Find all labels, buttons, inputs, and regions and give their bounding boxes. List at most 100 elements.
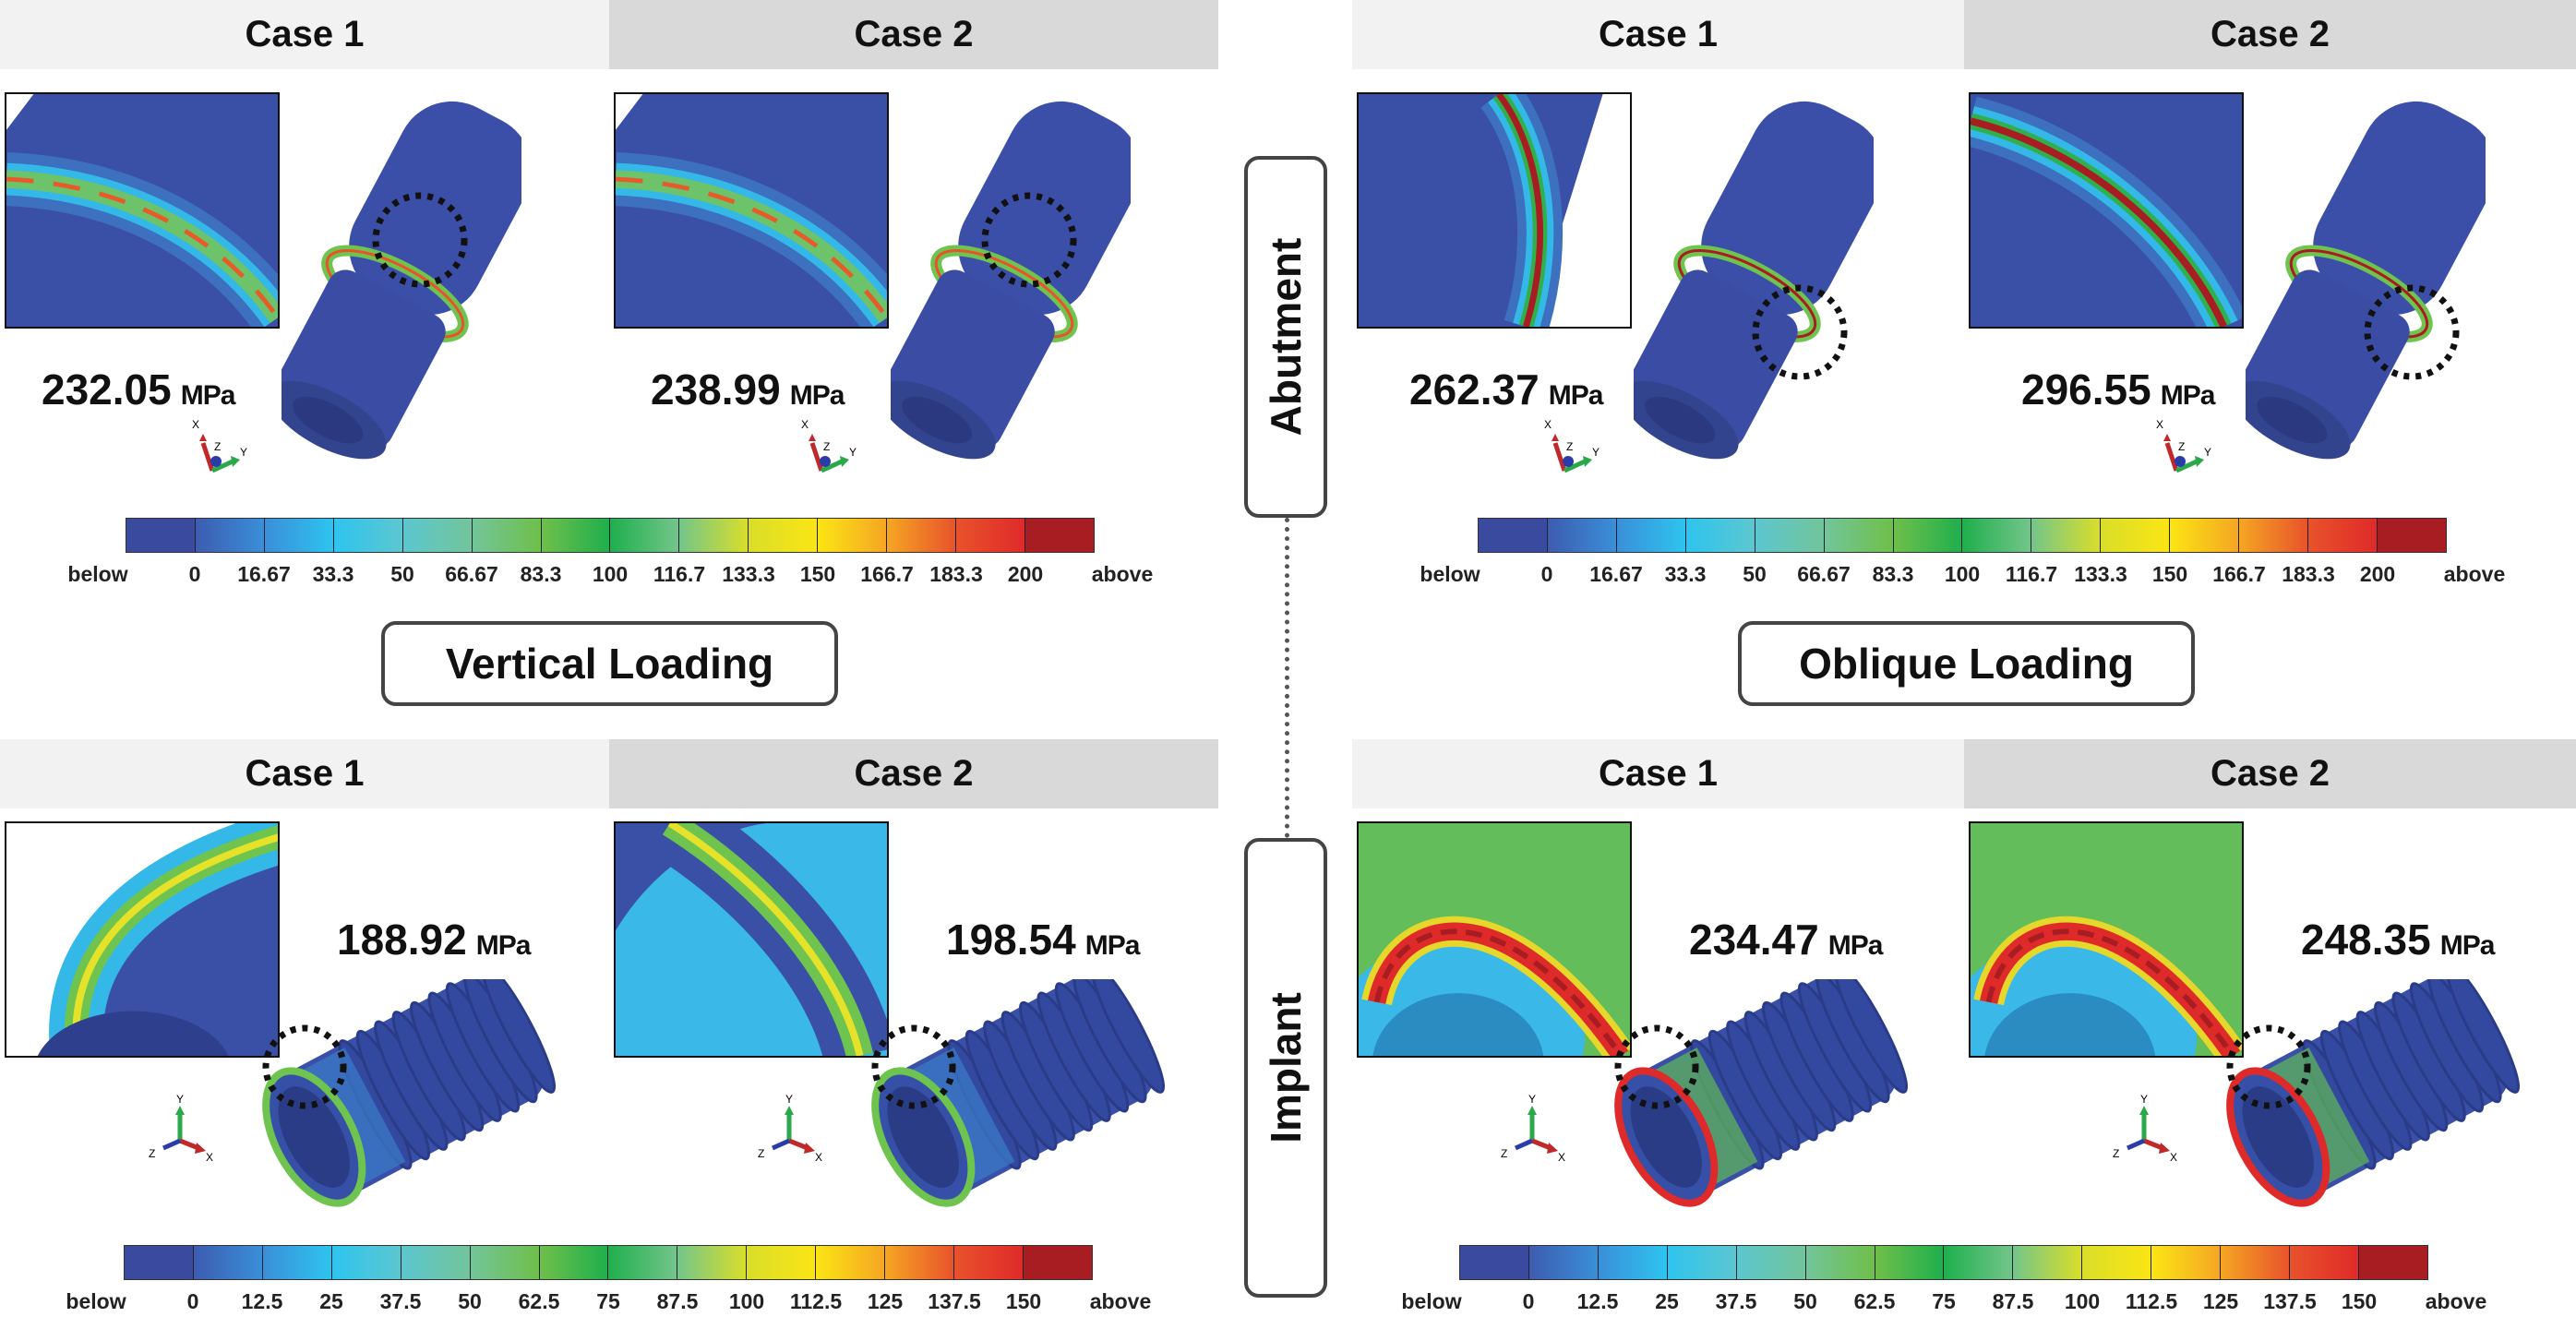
colorbar-tick-label: 12.5 xyxy=(241,1289,283,1313)
zoomed-inset-image xyxy=(614,92,889,329)
colorbar-cell xyxy=(1755,519,1825,552)
zoomed-inset-image xyxy=(1357,821,1632,1058)
axis-label: X xyxy=(2156,418,2163,431)
stress-unit: MPa xyxy=(1548,380,1604,411)
colorbar-tick-label: 133.3 xyxy=(722,562,775,586)
colorbar-cell xyxy=(193,1246,263,1279)
colorbar-tick-label: 50 xyxy=(1743,562,1767,586)
implant-model xyxy=(1592,963,1924,1233)
colorbar-tick-label: 0 xyxy=(1540,562,1553,586)
zoomed-inset-image xyxy=(1969,92,2244,329)
colorbar-tick-label: 112.5 xyxy=(2125,1289,2178,1313)
colorbar-tick-label: 100 xyxy=(2064,1289,2101,1313)
colorbar-tick-label: 12.5 xyxy=(1576,1289,1619,1313)
colorbar-tick-label: 200 xyxy=(1007,562,1044,586)
implant-model xyxy=(240,963,572,1233)
svg-text:Z: Z xyxy=(758,1147,764,1160)
colorbar-tick-label: 183.3 xyxy=(2282,562,2335,586)
stress-unit: MPa xyxy=(1827,930,1884,961)
colorbar-tick-label: 100 xyxy=(592,562,629,586)
colorbar-cell xyxy=(2031,519,2102,552)
colorbar-tick-label: 87.5 xyxy=(1992,1289,2034,1313)
colorbar-cell xyxy=(331,1246,401,1279)
svg-text:Z: Z xyxy=(214,440,221,453)
colorbar-tick-label: 37.5 xyxy=(379,1289,422,1313)
colorbar-tick-label: 0 xyxy=(188,562,201,586)
coordinate-axes-icon: Y Z X xyxy=(2107,1093,2181,1164)
max-stress-value: 232.05 MPa xyxy=(42,365,236,414)
stress-number: 232.05 xyxy=(42,365,172,413)
oblique-loading-label: Oblique Loading xyxy=(1738,621,2195,706)
max-stress-value: 238.99 MPa xyxy=(651,365,845,414)
svg-text:X: X xyxy=(2170,1151,2177,1164)
colorbar-cell xyxy=(1805,1246,1875,1279)
svg-text:Y: Y xyxy=(2140,1095,2148,1106)
zoomed-inset-image xyxy=(5,92,280,329)
svg-text:Y: Y xyxy=(785,1095,793,1106)
colorbar-cell xyxy=(2151,1246,2222,1279)
colorbar-cell xyxy=(1685,519,1755,552)
colorbar-tick-label: 100 xyxy=(728,1289,765,1313)
colorbar-cell xyxy=(472,519,542,552)
svg-text:Z: Z xyxy=(823,440,830,453)
colorbar xyxy=(126,518,1095,553)
max-stress-value: 188.92 MPa xyxy=(337,915,532,964)
colorbar-cell xyxy=(816,1246,886,1279)
colorbar-tick-label: 83.3 xyxy=(520,562,562,586)
colorbar-cell xyxy=(749,519,819,552)
colorbar-cell xyxy=(1667,1246,1737,1279)
colorbar-cell xyxy=(125,1246,194,1279)
colorbar-tick-label: 25 xyxy=(319,1289,343,1313)
implant-label: Implant xyxy=(1262,992,1310,1143)
colorbar-cell xyxy=(608,1246,678,1279)
colorbar-cell xyxy=(1460,1246,1529,1279)
stress-number: 238.99 xyxy=(651,365,781,413)
colorbar-tick-label: 137.5 xyxy=(928,1289,981,1313)
stress-unit: MPa xyxy=(2439,930,2496,961)
axis-label: X xyxy=(192,418,199,431)
colorbar-tick-label: 50 xyxy=(1793,1289,1817,1313)
stress-unit: MPa xyxy=(2160,380,2216,411)
colorbar-cell xyxy=(818,519,888,552)
colorbar-tick-label: 33.3 xyxy=(312,562,354,586)
stress-unit: MPa xyxy=(475,930,532,961)
colorbar-cell xyxy=(2358,1246,2427,1279)
colorbar-cell xyxy=(470,1246,540,1279)
stress-number: 198.54 xyxy=(946,916,1076,964)
colorbar-cell xyxy=(2290,1246,2359,1279)
colorbar xyxy=(1478,518,2447,553)
colorbar-tick-label: 25 xyxy=(1655,1289,1679,1313)
axis-label: X xyxy=(1544,418,1552,431)
colorbar-tick-label: 200 xyxy=(2359,562,2396,586)
stress-unit: MPa xyxy=(180,380,236,411)
colorbar-cell xyxy=(2308,519,2378,552)
abutment-label: Abutment xyxy=(1262,237,1310,437)
svg-text:X: X xyxy=(1558,1151,1565,1164)
colorbar-labels: below 0 16.67 33.3 50 66.67 83.3 100 116.7 133.3 1… xyxy=(1420,562,2505,590)
svg-text:Y: Y xyxy=(1592,446,1600,459)
stress-number: 296.55 xyxy=(2021,365,2151,413)
colorbar-tick-label: 87.5 xyxy=(656,1289,699,1313)
svg-text:X: X xyxy=(815,1151,822,1164)
case-header: Case 1 xyxy=(0,0,609,69)
coordinate-axes-icon: X Z Y xyxy=(1528,415,1601,485)
colorbar-tick-label: 112.5 xyxy=(789,1289,843,1313)
zoomed-inset-image xyxy=(5,821,280,1058)
colorbar-tick-label: 0 xyxy=(186,1289,199,1313)
colorbar-tick-label: below xyxy=(1420,562,1480,586)
max-stress-value: 198.54 MPa xyxy=(946,915,1140,964)
case-header: Case 1 xyxy=(1352,0,1964,69)
colorbar-tick-label: 66.67 xyxy=(445,562,498,586)
colorbar-tick-label: 62.5 xyxy=(1853,1289,1896,1313)
svg-text:Y: Y xyxy=(240,446,247,459)
colorbar-tick-label: 62.5 xyxy=(518,1289,560,1313)
zoomed-inset-image xyxy=(1969,821,2244,1058)
case-header: Case 2 xyxy=(1964,0,2576,69)
colorbar-tick-label: above xyxy=(1091,562,1154,586)
colorbar-cell xyxy=(2013,1246,2083,1279)
max-stress-value: 296.55 MPa xyxy=(2021,365,2216,414)
coordinate-axes-icon: X Z Y xyxy=(785,415,858,485)
stress-unit: MPa xyxy=(789,380,845,411)
colorbar-cell xyxy=(1023,1246,1092,1279)
colorbar-cell xyxy=(2377,519,2446,552)
